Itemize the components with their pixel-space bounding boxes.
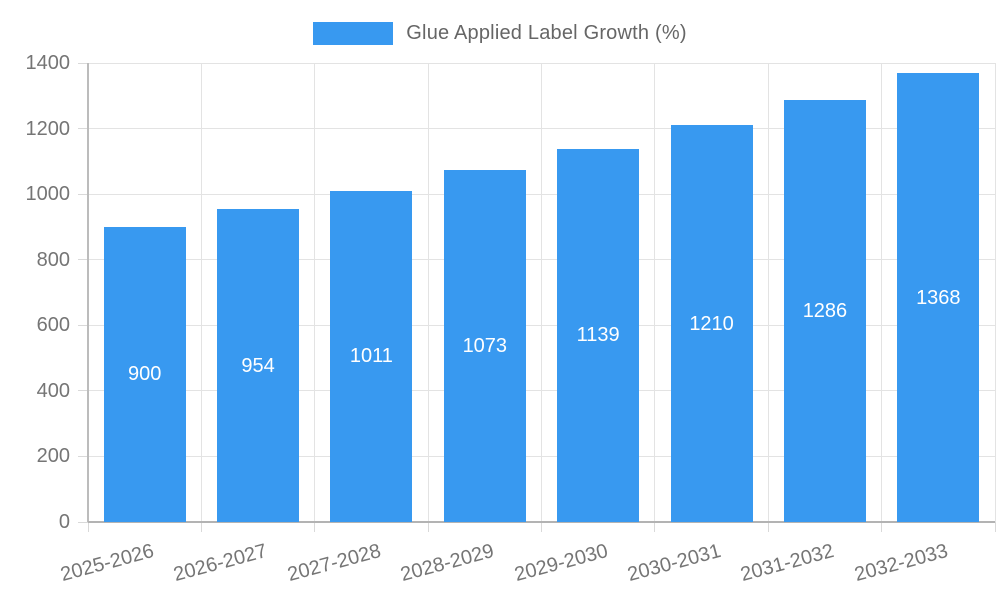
y-tick-label: 0 [58,511,70,533]
y-tick-mark [78,128,88,130]
bar-2026-2027 [217,209,300,522]
x-gridline [314,63,316,522]
x-tick-mark [767,522,769,532]
y-axis-line [87,63,89,522]
bar-value-label: 1286 [802,300,848,323]
y-tick-label: 800 [36,248,70,271]
x-tick-mark [654,522,656,532]
x-tick-label: 2026-2027 [171,540,270,587]
x-gridline [881,63,883,522]
y-tick-label: 1200 [25,117,71,140]
x-tick-mark [87,522,89,532]
x-tick-label: 2030-2031 [625,540,724,587]
y-tick-mark [78,390,88,392]
y-tick-label: 600 [36,314,70,337]
x-gridline [767,63,769,522]
bar-2025-2026 [103,226,186,522]
x-tick-label: 2027-2028 [285,540,384,587]
bar-2029-2030 [557,148,640,522]
y-tick-mark [78,193,88,195]
bar-value-label: 954 [241,354,275,377]
y-tick-label: 1400 [25,52,71,74]
x-gridline [541,63,542,522]
x-tick-label: 2032-2033 [851,540,951,587]
x-tick-label: 2031-2032 [738,540,837,587]
bar-value-label: 1073 [462,335,508,358]
x-tick-label: 2025-2026 [58,540,157,587]
x-gridline [200,63,202,522]
x-tick-mark [427,522,429,532]
legend-swatch-icon [313,21,394,45]
x-tick-label: 2029-2030 [511,540,610,587]
bar-value-label: 1210 [689,312,734,335]
x-tick-label: 2028-2029 [398,540,497,587]
y-tick-mark [78,62,88,64]
x-tick-mark [541,522,542,532]
bar-value-label: 1139 [576,324,620,347]
x-tick-mark [994,522,996,532]
y-tick-label: 200 [36,445,70,468]
x-gridline [994,63,996,522]
bar-value-label: 900 [128,363,162,386]
legend-label: Glue Applied Label Growth (%) [406,21,687,44]
chart-legend[interactable]: Glue Applied Label Growth (%) [0,16,1000,50]
bar-2027-2028 [330,190,413,522]
bar-2030-2031 [670,125,753,522]
y-tick-label: 400 [36,379,70,402]
bar-2028-2029 [443,170,526,522]
x-tick-mark [200,522,202,532]
y-tick-mark [78,521,88,523]
y-tick-mark [78,259,88,261]
x-gridline [427,63,429,522]
y-tick-mark [78,455,88,457]
bar-2031-2032 [783,100,866,522]
y-tick-mark [78,324,88,326]
x-tick-mark [314,522,316,532]
bar-value-label: 1011 [349,345,393,368]
bar-2032-2033 [897,73,980,522]
x-gridline [654,63,656,522]
x-axis-line [88,521,995,523]
bar-value-label: 1368 [916,286,961,309]
y-tick-label: 1000 [25,183,71,206]
x-tick-mark [881,522,883,532]
